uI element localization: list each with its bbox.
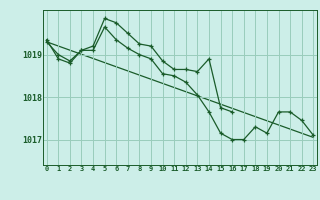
Text: Graphe pression niveau de la mer (hPa): Graphe pression niveau de la mer (hPa) <box>58 186 262 196</box>
